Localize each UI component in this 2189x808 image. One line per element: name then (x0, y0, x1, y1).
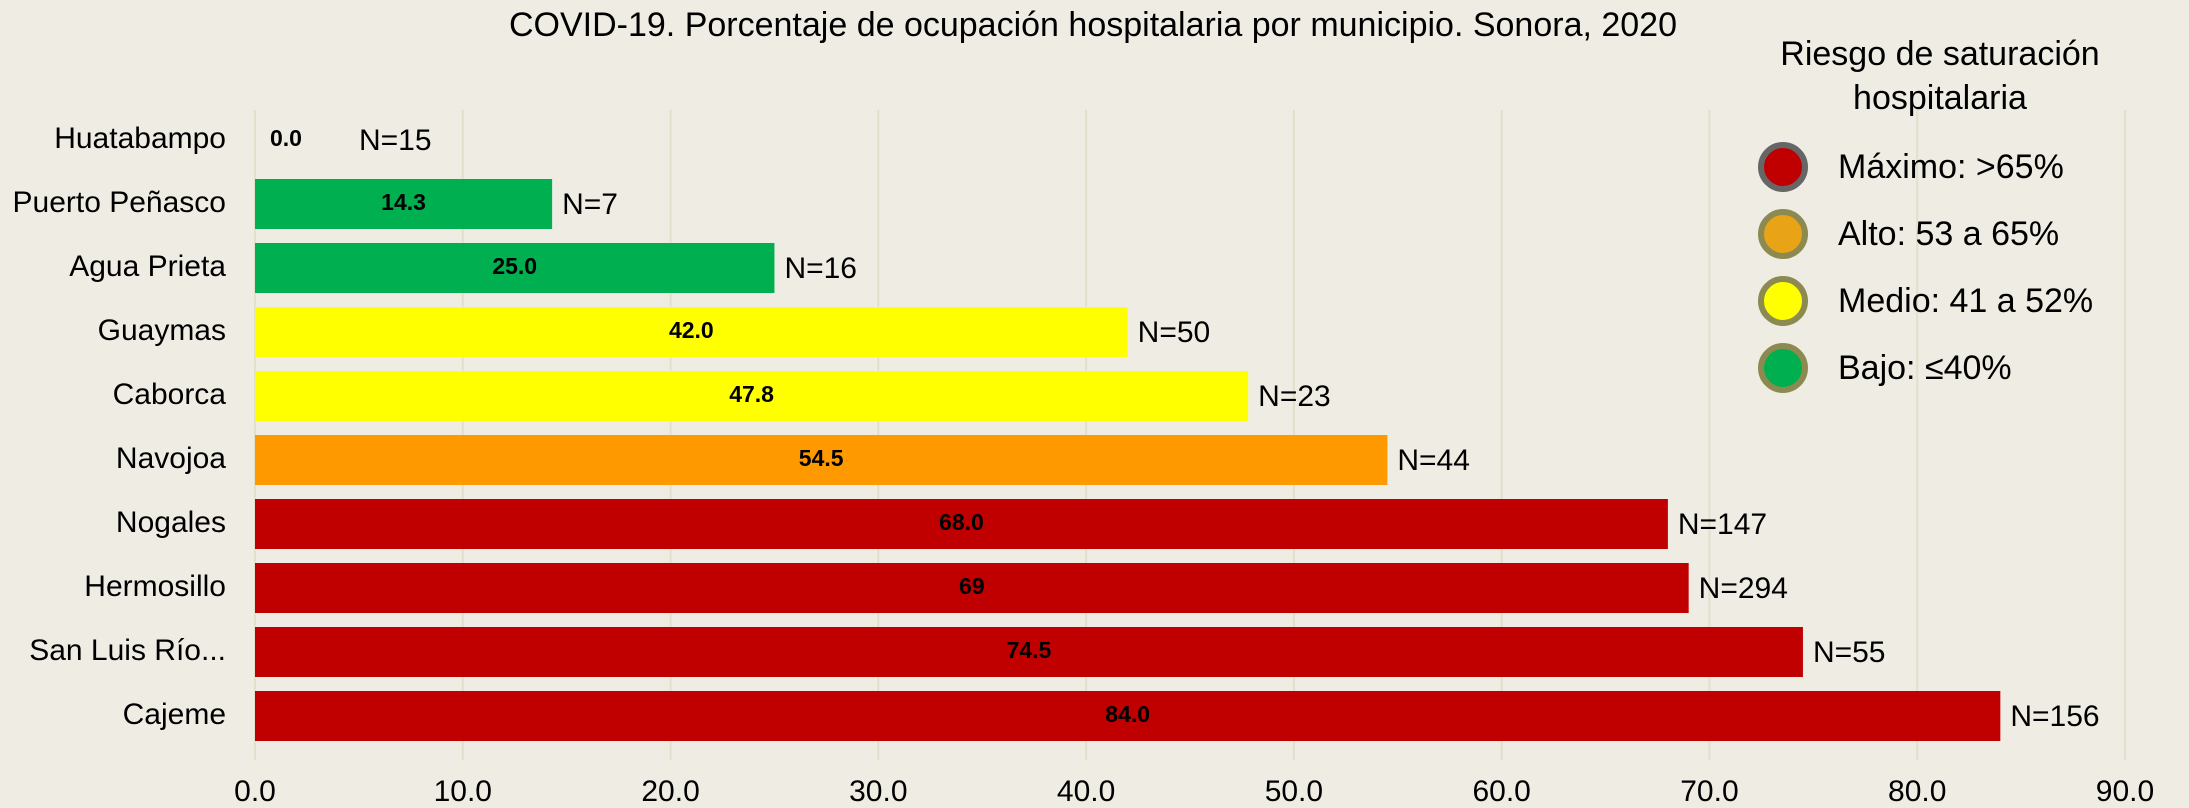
value-label: 54.5 (799, 445, 844, 471)
value-label: 0.0 (270, 125, 302, 151)
value-label: 25.0 (492, 253, 537, 279)
chart-title: COVID-19. Porcentaje de ocupación hospit… (509, 6, 1677, 44)
bar (255, 691, 2001, 741)
x-tick-label: 50.0 (1265, 775, 1323, 808)
n-label: N=156 (2010, 700, 2099, 733)
x-tick-label: 60.0 (1472, 775, 1530, 808)
legend-title: hospitalaria (1853, 79, 2027, 117)
x-tick-label: 0.0 (234, 775, 276, 808)
legend-title: Riesgo de saturación (1780, 35, 2099, 73)
legend-label: Bajo: ≤40% (1838, 349, 2012, 387)
legend-label: Máximo: >65% (1838, 148, 2064, 186)
y-tick-label: Guaymas (98, 314, 226, 347)
n-label: N=23 (1258, 380, 1331, 413)
n-label: N=55 (1813, 636, 1886, 669)
n-label: N=50 (1138, 316, 1211, 349)
x-tick-label: 30.0 (849, 775, 907, 808)
legend-label: Alto: 53 a 65% (1838, 215, 2059, 253)
bar (255, 243, 775, 293)
x-tick-label: 10.0 (434, 775, 492, 808)
n-label: N=7 (562, 188, 618, 221)
bar (255, 499, 1668, 549)
value-label: 69 (959, 573, 985, 599)
legend-marker (1758, 276, 1808, 326)
x-tick-label: 40.0 (1057, 775, 1115, 808)
value-label: 84.0 (1105, 701, 1150, 727)
bar (255, 435, 1388, 485)
value-label: 42.0 (669, 317, 714, 343)
legend-label: Medio: 41 a 52% (1838, 282, 2093, 320)
n-label: N=16 (784, 252, 857, 285)
y-tick-label: San Luis Río... (29, 634, 226, 667)
n-label: N=44 (1397, 444, 1470, 477)
value-label: 47.8 (729, 381, 774, 407)
value-label: 68.0 (939, 509, 984, 535)
y-tick-label: Navojoa (116, 442, 226, 475)
n-label: N=147 (1678, 508, 1767, 541)
x-tick-label: 90.0 (2096, 775, 2154, 808)
value-label: 74.5 (1007, 637, 1052, 663)
n-label: N=15 (359, 124, 432, 157)
n-label: N=294 (1699, 572, 1788, 605)
bar (255, 563, 1689, 613)
x-tick-label: 80.0 (1888, 775, 1946, 808)
y-tick-label: Huatabampo (54, 122, 226, 155)
x-tick-label: 70.0 (1680, 775, 1738, 808)
legend-marker (1758, 343, 1808, 393)
legend-marker (1758, 142, 1808, 192)
value-label: 14.3 (381, 189, 426, 215)
bar (255, 179, 553, 229)
bar (255, 307, 1128, 357)
bar (255, 627, 1803, 677)
y-tick-label: Cajeme (123, 698, 226, 731)
x-tick-label: 20.0 (641, 775, 699, 808)
bar (255, 371, 1249, 421)
y-tick-label: Nogales (116, 506, 226, 539)
y-tick-label: Agua Prieta (69, 250, 226, 283)
y-tick-label: Puerto Peñasco (13, 186, 226, 219)
y-tick-label: Caborca (113, 378, 227, 411)
legend-marker (1758, 209, 1808, 259)
y-tick-label: Hermosillo (84, 570, 226, 603)
